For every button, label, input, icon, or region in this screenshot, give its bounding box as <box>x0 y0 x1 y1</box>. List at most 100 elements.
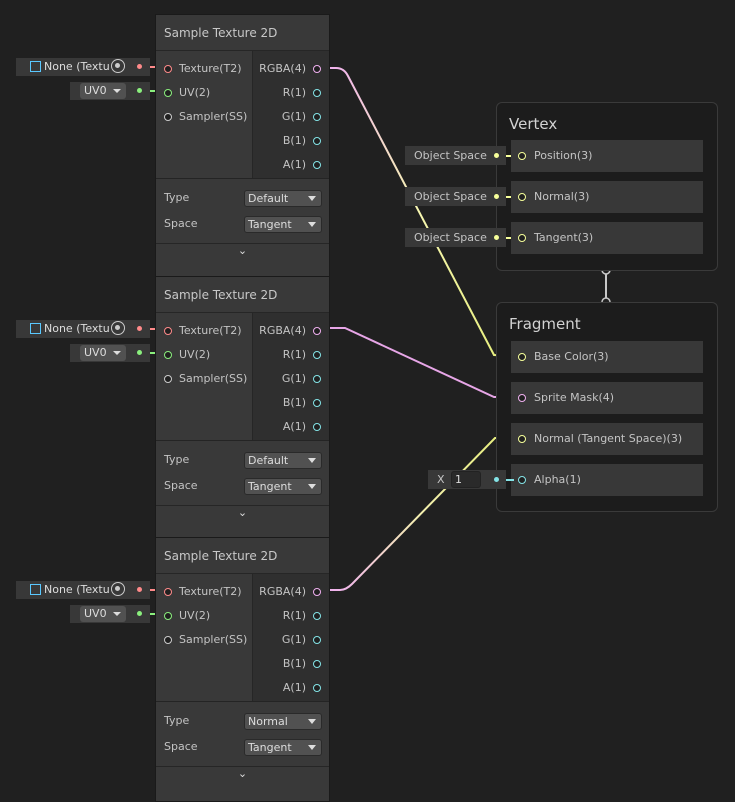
object-picker-icon[interactable] <box>111 321 125 335</box>
vertex-slot[interactable]: Tangent(3) <box>511 222 703 254</box>
input-port[interactable]: Sampler(SS) <box>164 371 247 387</box>
output-port[interactable]: RGBA(4) <box>259 323 321 339</box>
slot-label: Sprite Mask(4) <box>534 391 615 404</box>
uv-input-field[interactable]: UV0 <box>70 605 150 623</box>
dropdown-arrow-icon <box>113 351 121 359</box>
object-picker-icon[interactable] <box>111 59 125 73</box>
texture-input-field[interactable]: None (Textu <box>16 581 150 599</box>
port-label: RGBA(4) <box>259 585 306 598</box>
port-circle-icon <box>313 612 321 620</box>
wire-rgba-to-base-color <box>322 67 516 357</box>
slot-label: Base Color(3) <box>534 350 609 363</box>
port-label: Sampler(SS) <box>179 633 248 646</box>
port-label: A(1) <box>282 420 306 433</box>
port-label: Sampler(SS) <box>179 372 248 385</box>
space-dropdown[interactable]: Tangent <box>244 478 322 495</box>
port-circle-icon <box>164 113 172 121</box>
uv-dropdown[interactable]: UV0 <box>80 83 126 99</box>
port-circle-icon <box>313 161 321 169</box>
output-port[interactable]: B(1) <box>283 656 321 672</box>
input-port[interactable]: UV(2) <box>164 85 210 101</box>
type-dropdown[interactable]: Normal <box>244 713 322 730</box>
input-port[interactable]: Texture(T2) <box>164 61 242 77</box>
axis-label: X <box>437 473 445 486</box>
port-circle-icon <box>164 588 172 596</box>
input-port[interactable]: UV(2) <box>164 347 210 363</box>
input-port[interactable]: Texture(T2) <box>164 584 242 600</box>
input-port[interactable]: Sampler(SS) <box>164 632 247 648</box>
port-circle-icon <box>313 660 321 668</box>
collapse-chevron-icon[interactable]: ⌄ <box>156 243 329 261</box>
texture-value: None (Textu <box>44 322 110 335</box>
port-label: UV(2) <box>179 609 211 622</box>
type-dropdown[interactable]: Default <box>244 452 322 469</box>
output-port[interactable]: G(1) <box>282 371 321 387</box>
object-picker-icon[interactable] <box>111 582 125 596</box>
fragment-slot[interactable]: Sprite Mask(4) <box>511 382 703 414</box>
output-port[interactable]: R(1) <box>283 85 321 101</box>
port-circle-icon <box>313 327 321 335</box>
fragment-slot[interactable]: Alpha(1) <box>511 464 703 496</box>
object-space-input[interactable]: Object Space <box>405 146 506 165</box>
output-port[interactable]: RGBA(4) <box>259 584 321 600</box>
port-circle-icon <box>313 113 321 121</box>
output-port[interactable]: B(1) <box>283 395 321 411</box>
output-port[interactable]: RGBA(4) <box>259 61 321 77</box>
texture-input-field[interactable]: None (Textu <box>16 58 150 76</box>
sample-texture-2d-node[interactable]: Sample Texture 2D Texture(T2) UV(2) Sample… <box>155 276 330 541</box>
node-title: Sample Texture 2D <box>156 15 329 51</box>
output-port[interactable]: G(1) <box>282 632 321 648</box>
output-port[interactable]: A(1) <box>283 157 321 173</box>
port-circle-icon <box>313 588 321 596</box>
port-label: UV(2) <box>179 86 211 99</box>
output-port[interactable]: A(1) <box>283 680 321 696</box>
port-circle-icon <box>164 327 172 335</box>
sample-texture-2d-node[interactable]: Sample Texture 2D Texture(T2) UV(2) Sample… <box>155 14 330 279</box>
port-label: Sampler(SS) <box>179 110 248 123</box>
output-port[interactable]: A(1) <box>283 419 321 435</box>
port-label: RGBA(4) <box>259 62 306 75</box>
output-port[interactable]: R(1) <box>283 608 321 624</box>
input-value: Object Space <box>414 190 487 203</box>
type-label: Type <box>164 453 190 466</box>
collapse-chevron-icon[interactable]: ⌄ <box>156 766 329 784</box>
input-port[interactable]: Sampler(SS) <box>164 109 247 125</box>
slot-label: Normal(3) <box>534 190 590 203</box>
uv-input-field[interactable]: UV0 <box>70 82 150 100</box>
port-label: B(1) <box>282 657 306 670</box>
port-circle-icon <box>164 375 172 383</box>
space-dropdown[interactable]: Tangent <box>244 216 322 233</box>
port-circle-icon <box>313 89 321 97</box>
alpha-value-field[interactable]: 1 <box>451 471 481 488</box>
fragment-slot[interactable]: Base Color(3) <box>511 341 703 373</box>
port-label: R(1) <box>282 348 306 361</box>
port-circle-icon <box>518 353 526 361</box>
uv-dropdown[interactable]: UV0 <box>80 345 126 361</box>
texture-input-field[interactable]: None (Textu <box>16 320 150 338</box>
output-port[interactable]: B(1) <box>283 133 321 149</box>
vertex-slot[interactable]: Normal(3) <box>511 181 703 213</box>
sample-texture-2d-node[interactable]: Sample Texture 2D Texture(T2) UV(2) Sample… <box>155 537 330 802</box>
input-port[interactable]: Texture(T2) <box>164 323 242 339</box>
vertex-slot[interactable]: Position(3) <box>511 140 703 172</box>
object-space-input[interactable]: Object Space <box>405 228 506 247</box>
object-space-input[interactable]: Object Space <box>405 187 506 206</box>
port-circle-icon <box>313 65 321 73</box>
input-port[interactable]: UV(2) <box>164 608 210 624</box>
output-port[interactable]: G(1) <box>282 109 321 125</box>
port-label: G(1) <box>281 633 306 646</box>
port-label: Texture(T2) <box>179 62 242 75</box>
port-label: G(1) <box>281 372 306 385</box>
port-label: Texture(T2) <box>179 585 242 598</box>
fragment-slot[interactable]: Normal (Tangent Space)(3) <box>511 423 703 455</box>
output-port[interactable]: R(1) <box>283 347 321 363</box>
space-dropdown[interactable]: Tangent <box>244 739 322 756</box>
input-value: Object Space <box>414 149 487 162</box>
collapse-chevron-icon[interactable]: ⌄ <box>156 505 329 523</box>
type-dropdown[interactable]: Default <box>244 190 322 207</box>
port-circle-icon <box>313 684 321 692</box>
slot-label: Alpha(1) <box>534 473 581 486</box>
uv-input-field[interactable]: UV0 <box>70 344 150 362</box>
uv-dropdown[interactable]: UV0 <box>80 606 126 622</box>
